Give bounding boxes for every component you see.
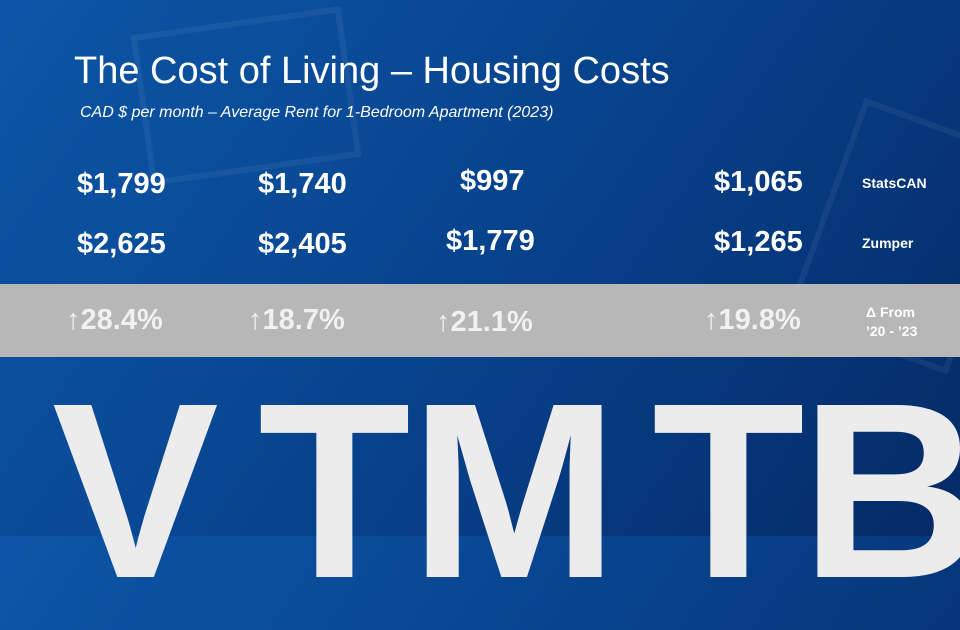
- column-header-m: M: [410, 351, 618, 630]
- zumper-value-m: $1,779: [446, 225, 535, 257]
- column-header-v: V: [52, 351, 219, 630]
- statscan-value-m: $997: [460, 165, 525, 197]
- change-label-line1: Δ From: [866, 304, 915, 320]
- row-label-zumper: Zumper: [862, 235, 914, 251]
- statscan-value-v: $1,799: [77, 168, 166, 200]
- change-value-t: ↑18.7%: [248, 304, 345, 336]
- change-value-m: ↑21.1%: [436, 306, 533, 338]
- change-label-line2: ’20 - ’23: [866, 323, 918, 339]
- change-value-v: ↑28.4%: [66, 304, 163, 336]
- column-header-tb: TB: [652, 351, 960, 630]
- change-band: [0, 284, 960, 357]
- column-header-t: T: [258, 351, 411, 630]
- statscan-value-t: $1,740: [258, 168, 347, 200]
- zumper-value-tb: $1,265: [714, 226, 803, 258]
- zumper-value-v: $2,625: [77, 228, 166, 260]
- row-label-statscan: StatsCAN: [862, 175, 927, 191]
- chart-subtitle: CAD $ per month – Average Rent for 1-Bed…: [80, 104, 554, 121]
- statscan-value-tb: $1,065: [714, 166, 803, 198]
- change-label: Δ From ’20 - ’23: [866, 303, 917, 341]
- change-value-tb: ↑19.8%: [704, 304, 801, 336]
- background-shape: [130, 5, 362, 187]
- zumper-value-t: $2,405: [258, 228, 347, 260]
- chart-title: The Cost of Living – Housing Costs: [74, 50, 670, 92]
